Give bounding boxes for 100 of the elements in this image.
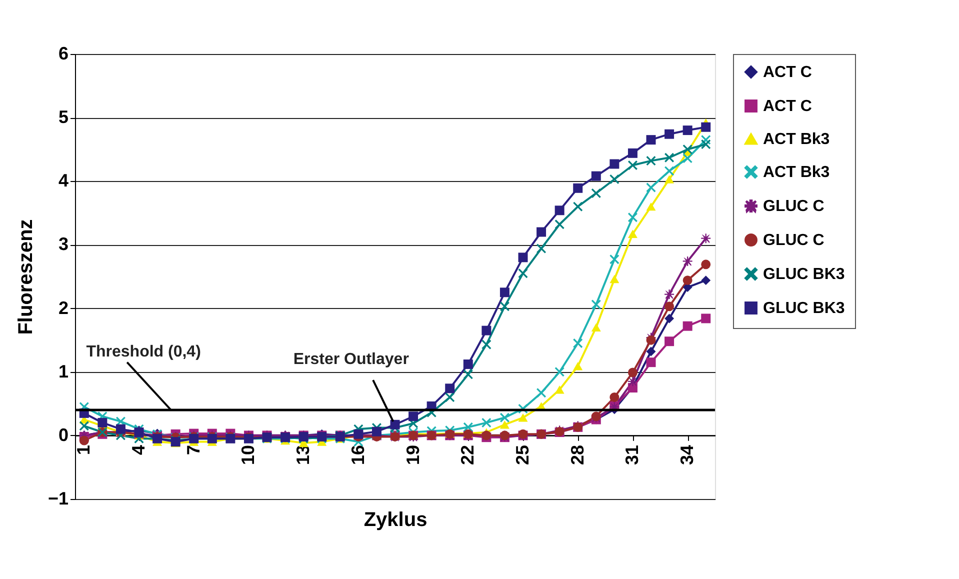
legend-label: GLUC C (763, 198, 825, 215)
x-tick-label: 31 (622, 444, 642, 465)
point (628, 230, 638, 238)
point (536, 388, 546, 398)
point (628, 376, 638, 386)
point (591, 300, 601, 310)
point (664, 166, 674, 176)
point (664, 290, 674, 300)
point (701, 122, 711, 132)
point (445, 384, 455, 394)
point (554, 386, 564, 394)
point (682, 126, 692, 136)
point (573, 183, 583, 193)
x-tick-label: 28 (567, 444, 588, 465)
point (610, 274, 620, 284)
point (646, 335, 656, 345)
point (79, 421, 89, 431)
point (664, 129, 674, 139)
point (646, 135, 656, 145)
x-tick-label: 19 (402, 444, 423, 465)
y-tick-label: 3 (58, 234, 68, 254)
point (536, 227, 546, 237)
y-tick-label: 5 (58, 107, 68, 128)
point (573, 362, 583, 370)
point (500, 302, 510, 312)
point (682, 144, 692, 154)
point (372, 426, 382, 436)
x-tick-label: 7 (183, 444, 204, 455)
point (646, 358, 656, 368)
point (482, 340, 492, 350)
legend-label: ACT C (763, 98, 812, 115)
legend-label: ACT Bk3 (763, 164, 830, 181)
point (682, 276, 692, 286)
y-tick-label: 2 (58, 298, 68, 318)
point (610, 392, 620, 402)
point (116, 424, 126, 434)
point (646, 182, 656, 192)
point (682, 154, 692, 163)
x-tick-label: 34 (677, 444, 698, 465)
point (610, 254, 620, 264)
x-tick-label: 10 (238, 444, 258, 465)
legend-label: GLUC BK3 (763, 266, 845, 283)
y-tick-label: 1 (58, 361, 68, 382)
point (482, 326, 492, 336)
x-tick-label: 25 (512, 444, 532, 465)
point (408, 412, 418, 422)
point (445, 392, 455, 402)
point (628, 368, 638, 378)
y-tick-label: 6 (58, 44, 68, 64)
y-axis-title: Fluoreszenz (14, 219, 37, 335)
point (463, 422, 473, 432)
point (98, 418, 108, 428)
point (390, 420, 400, 430)
point (482, 418, 492, 428)
point (664, 336, 674, 346)
annotation: Erster Outlayer (293, 351, 409, 368)
x-tick-label: 22 (458, 444, 478, 465)
legend-label: ACT Bk3 (763, 131, 830, 148)
x-tick-label: 4 (128, 444, 148, 455)
point (628, 148, 638, 158)
point (554, 367, 564, 377)
point (610, 174, 620, 184)
point (646, 346, 656, 356)
point (664, 314, 674, 324)
point (500, 420, 510, 429)
point (518, 252, 528, 262)
point (79, 436, 89, 446)
x-tick-label: 16 (348, 444, 368, 465)
point (591, 171, 601, 181)
point (591, 188, 601, 198)
point (682, 321, 692, 331)
point (463, 359, 473, 369)
point (554, 220, 564, 230)
ref-line-label: Threshold (0,4) (86, 344, 201, 361)
point (554, 206, 564, 216)
point (628, 160, 638, 170)
point (664, 152, 674, 162)
legend-label: GLUC C (763, 232, 825, 249)
point (701, 314, 711, 324)
point (500, 288, 510, 298)
point (646, 202, 656, 211)
point (701, 260, 711, 270)
y-tick-label: 0 (58, 424, 68, 445)
point (701, 276, 711, 286)
point (518, 414, 528, 422)
point (682, 256, 692, 266)
y-tick-label: −1 (48, 488, 68, 508)
legend-label: GLUC BK3 (763, 300, 845, 317)
point (610, 159, 620, 169)
x-tick-label: 1 (74, 444, 94, 455)
point (664, 175, 674, 184)
point (573, 202, 583, 212)
point (591, 323, 601, 332)
point (628, 212, 638, 222)
point (500, 412, 510, 422)
point (664, 302, 674, 312)
legend-label: ACT C (763, 64, 812, 81)
point (463, 370, 473, 380)
point (701, 140, 711, 150)
point (573, 338, 583, 348)
